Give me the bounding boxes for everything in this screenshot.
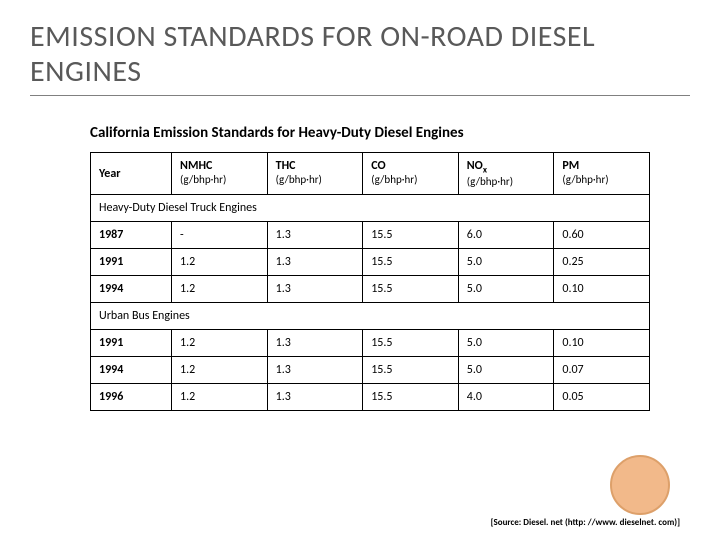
table-caption: California Emission Standards for Heavy-… [90, 124, 650, 142]
cell: 15.5 [363, 249, 459, 276]
section-label: Urban Bus Engines [91, 303, 650, 330]
col-header-main: NMHC [180, 159, 259, 173]
table-header-row: Year NMHC (g/bhp·hr) THC (g/bhp·hr) CO (… [91, 153, 650, 195]
cell: 5.0 [458, 249, 554, 276]
cell: 0.05 [554, 384, 650, 411]
cell: 1.2 [172, 276, 268, 303]
col-header-unit: (g/bhp·hr) [276, 173, 355, 186]
cell: 0.25 [554, 249, 650, 276]
cell-year: 1991 [91, 330, 172, 357]
cell: 15.5 [363, 330, 459, 357]
emissions-table: Year NMHC (g/bhp·hr) THC (g/bhp·hr) CO (… [90, 152, 650, 411]
cell: 15.5 [363, 222, 459, 249]
section-row: Urban Bus Engines [91, 303, 650, 330]
page-title: EMISSION STANDARDS FOR ON-ROAD DIESEL EN… [30, 20, 690, 89]
col-header-unit: (g/bhp·hr) [180, 173, 259, 186]
cell: 15.5 [363, 276, 459, 303]
cell: 1.3 [267, 249, 363, 276]
col-header-main: CO [371, 159, 450, 173]
cell-year: 1994 [91, 357, 172, 384]
col-header-thc: THC (g/bhp·hr) [267, 153, 363, 195]
col-header-unit: (g/bhp·hr) [467, 175, 546, 188]
decorative-circle-icon [610, 455, 670, 515]
table-row: 1991 1.2 1.3 15.5 5.0 0.10 [91, 330, 650, 357]
cell: 0.07 [554, 357, 650, 384]
col-header-co: CO (g/bhp·hr) [363, 153, 459, 195]
cell: 0.60 [554, 222, 650, 249]
cell: 15.5 [363, 384, 459, 411]
cell-year: 1996 [91, 384, 172, 411]
table-row: 1991 1.2 1.3 15.5 5.0 0.25 [91, 249, 650, 276]
cell: 1.3 [267, 384, 363, 411]
col-header-unit: (g/bhp·hr) [371, 173, 450, 186]
cell-year: 1991 [91, 249, 172, 276]
cell: 1.3 [267, 222, 363, 249]
source-citation: [Source: Diesel. net (http: //www. diese… [491, 517, 680, 528]
cell: 5.0 [458, 276, 554, 303]
title-underline [30, 95, 690, 96]
cell: 1.2 [172, 330, 268, 357]
cell: 6.0 [458, 222, 554, 249]
content-area: California Emission Standards for Heavy-… [30, 124, 690, 411]
section-label: Heavy-Duty Diesel Truck Engines [91, 195, 650, 222]
col-header-nox: NOx (g/bhp·hr) [458, 153, 554, 195]
cell: 1.2 [172, 384, 268, 411]
cell: 0.10 [554, 276, 650, 303]
col-header-unit: (g/bhp·hr) [562, 173, 641, 186]
table-row: 1994 1.2 1.3 15.5 5.0 0.10 [91, 276, 650, 303]
cell-year: 1994 [91, 276, 172, 303]
section-row: Heavy-Duty Diesel Truck Engines [91, 195, 650, 222]
slide: EMISSION STANDARDS FOR ON-ROAD DIESEL EN… [0, 0, 720, 540]
col-header-main: Year [99, 167, 121, 181]
col-header-pm: PM (g/bhp·hr) [554, 153, 650, 195]
table-row: 1987 - 1.3 15.5 6.0 0.60 [91, 222, 650, 249]
cell: 1.2 [172, 249, 268, 276]
cell: 15.5 [363, 357, 459, 384]
col-header-nmhc: NMHC (g/bhp·hr) [172, 153, 268, 195]
cell: 0.10 [554, 330, 650, 357]
col-header-year: Year [91, 153, 172, 195]
col-header-main: NOx [467, 159, 546, 175]
table-row: 1994 1.2 1.3 15.5 5.0 0.07 [91, 357, 650, 384]
cell: - [172, 222, 268, 249]
cell: 4.0 [458, 384, 554, 411]
table-row: 1996 1.2 1.3 15.5 4.0 0.05 [91, 384, 650, 411]
cell-year: 1987 [91, 222, 172, 249]
cell: 1.2 [172, 357, 268, 384]
cell: 5.0 [458, 357, 554, 384]
cell: 1.3 [267, 276, 363, 303]
col-header-main: PM [562, 159, 641, 173]
cell: 1.3 [267, 330, 363, 357]
table-body: Heavy-Duty Diesel Truck Engines 1987 - 1… [91, 195, 650, 411]
cell: 5.0 [458, 330, 554, 357]
col-header-main: THC [276, 159, 355, 173]
cell: 1.3 [267, 357, 363, 384]
